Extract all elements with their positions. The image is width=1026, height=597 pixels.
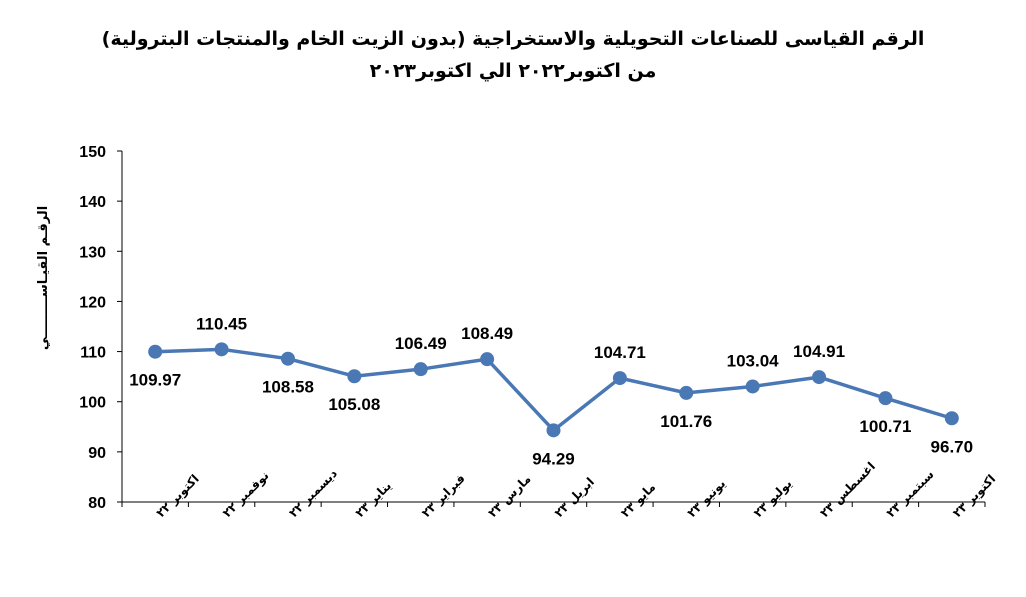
x-tick-label: نوفمبر ٢٢ bbox=[220, 468, 272, 520]
data-label: 110.45 bbox=[196, 314, 247, 333]
y-tick-label: 130 bbox=[79, 244, 106, 261]
y-tick-label: 100 bbox=[79, 395, 106, 412]
x-tick-label: يوليو ٢٣ bbox=[751, 476, 795, 520]
data-point bbox=[480, 352, 495, 367]
chart-title: الرقم القياسى للصناعات التحويلية والاستخ… bbox=[101, 28, 925, 50]
data-label: 94.29 bbox=[532, 449, 575, 468]
x-tick-label: اغسطس ٢٣ bbox=[817, 459, 878, 520]
data-point bbox=[280, 351, 295, 366]
y-tick-label: 90 bbox=[88, 445, 106, 462]
y-tick-label: 140 bbox=[79, 194, 106, 211]
x-tick-label: يناير ٢٣ bbox=[353, 479, 395, 521]
x-tick-label: مارس ٢٣ bbox=[485, 472, 533, 520]
y-tick-label: 110 bbox=[80, 345, 106, 362]
data-point bbox=[214, 342, 229, 357]
x-tick-label: سبتمبر ٢٣ bbox=[884, 467, 937, 520]
data-label: 100.71 bbox=[859, 417, 911, 436]
data-point bbox=[347, 369, 362, 384]
data-point bbox=[546, 423, 561, 438]
x-tick-label: ديسمبر ٢٢ bbox=[286, 466, 340, 520]
data-point bbox=[745, 379, 760, 394]
data-label: 96.70 bbox=[931, 437, 974, 456]
data-label: 108.49 bbox=[461, 324, 513, 343]
x-tick-label: فبراير ٢٣ bbox=[419, 471, 468, 520]
y-tick-label: 150 bbox=[79, 144, 106, 161]
data-point bbox=[148, 344, 163, 359]
data-point bbox=[812, 370, 827, 385]
x-tick-label: اكتوبر ٢٣ bbox=[950, 472, 999, 521]
data-point bbox=[944, 411, 959, 426]
data-label: 104.71 bbox=[594, 343, 646, 362]
data-point bbox=[679, 385, 694, 400]
data-label: 105.08 bbox=[328, 395, 380, 414]
data-point bbox=[413, 362, 428, 377]
data-label: 106.49 bbox=[395, 334, 447, 353]
y-tick-label: 120 bbox=[79, 294, 106, 311]
x-tick-label: يونيو ٢٣ bbox=[684, 476, 728, 520]
data-label: 104.91 bbox=[793, 342, 845, 361]
chart-subtitle: من اكتوبر٢٠٢٢ الي اكتوبر٢٠٢٣ bbox=[369, 60, 657, 82]
data-point bbox=[612, 371, 627, 386]
data-point bbox=[878, 391, 893, 406]
x-tick-label: مايو ٢٣ bbox=[618, 480, 659, 521]
x-tick-label: اكتوبر ٢٢ bbox=[153, 472, 202, 521]
data-label: 109.97 bbox=[129, 371, 181, 390]
y-axis-label: الرقـم القيـاســـــــــي bbox=[36, 206, 51, 350]
data-label: 101.76 bbox=[660, 412, 712, 431]
data-label: 108.58 bbox=[262, 378, 314, 397]
y-tick-label: 80 bbox=[88, 495, 106, 512]
data-label: 103.04 bbox=[727, 351, 780, 370]
x-tick-label: ابريل ٢٣ bbox=[552, 475, 597, 520]
